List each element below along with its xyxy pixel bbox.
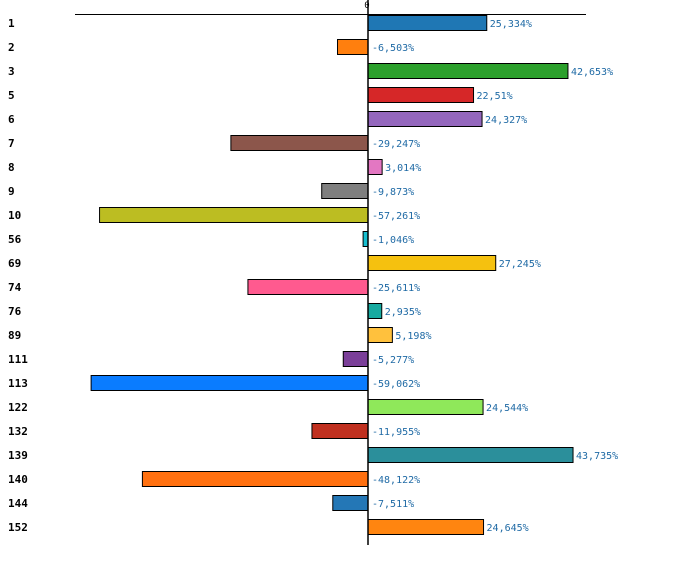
category-label: 3	[8, 65, 15, 78]
data-label: 24,327%	[485, 115, 527, 126]
category-label: 8	[8, 161, 15, 174]
category-label: 152	[8, 521, 28, 534]
data-label: 42,653%	[571, 67, 613, 78]
data-label: 24,544%	[486, 403, 528, 414]
data-label: -6,503%	[372, 43, 414, 54]
category-label: 122	[8, 401, 28, 414]
data-label: -29,247%	[372, 139, 420, 150]
category-label: 144	[8, 497, 28, 510]
data-label: -57,261%	[372, 211, 420, 222]
data-label: 22,51%	[477, 91, 513, 102]
data-label: -1,046%	[372, 235, 414, 246]
bar	[367, 255, 497, 271]
category-label: 9	[8, 185, 15, 198]
data-label: -25,611%	[372, 283, 420, 294]
data-label: 5,198%	[395, 331, 431, 342]
data-label: -7,511%	[372, 499, 414, 510]
bar	[141, 471, 369, 487]
category-label: 6	[8, 113, 15, 126]
bar	[342, 351, 369, 367]
bars	[90, 15, 574, 535]
data-label: -9,873%	[372, 187, 414, 198]
category-label: 1	[8, 17, 15, 30]
category-label: 132	[8, 425, 28, 438]
bar	[337, 39, 369, 55]
data-label: 24,645%	[487, 523, 529, 534]
zero-tick-label: 0	[364, 1, 369, 11]
category-label: 89	[8, 329, 21, 342]
bar	[367, 111, 483, 127]
data-label: 2,935%	[385, 307, 421, 318]
category-label: 2	[8, 41, 15, 54]
data-label: 43,735%	[576, 451, 618, 462]
bar	[311, 423, 369, 439]
bar	[247, 279, 369, 295]
bar	[367, 447, 574, 463]
bar	[367, 63, 569, 79]
data-label: -48,122%	[372, 475, 420, 486]
bar	[332, 495, 369, 511]
category-label: 69	[8, 257, 21, 270]
data-label: -11,955%	[372, 427, 420, 438]
data-label: 3,014%	[385, 163, 421, 174]
category-label: 10	[8, 209, 21, 222]
bar	[367, 519, 485, 535]
category-label: 139	[8, 449, 28, 462]
data-label: -5,277%	[372, 355, 414, 366]
bar	[367, 327, 393, 343]
category-label: 76	[8, 305, 22, 318]
bar	[321, 183, 369, 199]
bar	[367, 159, 383, 175]
category-label: 113	[8, 377, 28, 390]
bar	[367, 303, 383, 319]
bar	[90, 375, 369, 391]
data-label: -59,062%	[372, 379, 420, 390]
data-label: 27,245%	[499, 259, 541, 270]
bar	[230, 135, 369, 151]
category-label: 111	[8, 353, 28, 366]
bar	[367, 15, 488, 31]
category-label: 7	[8, 137, 15, 150]
category-label: 140	[8, 473, 28, 486]
bar	[99, 207, 369, 223]
category-label: 5	[8, 89, 15, 102]
data-label: 25,334%	[490, 19, 532, 30]
category-label: 74	[8, 281, 22, 294]
bar	[367, 87, 475, 103]
bar	[367, 399, 484, 415]
category-label: 56	[8, 233, 22, 246]
